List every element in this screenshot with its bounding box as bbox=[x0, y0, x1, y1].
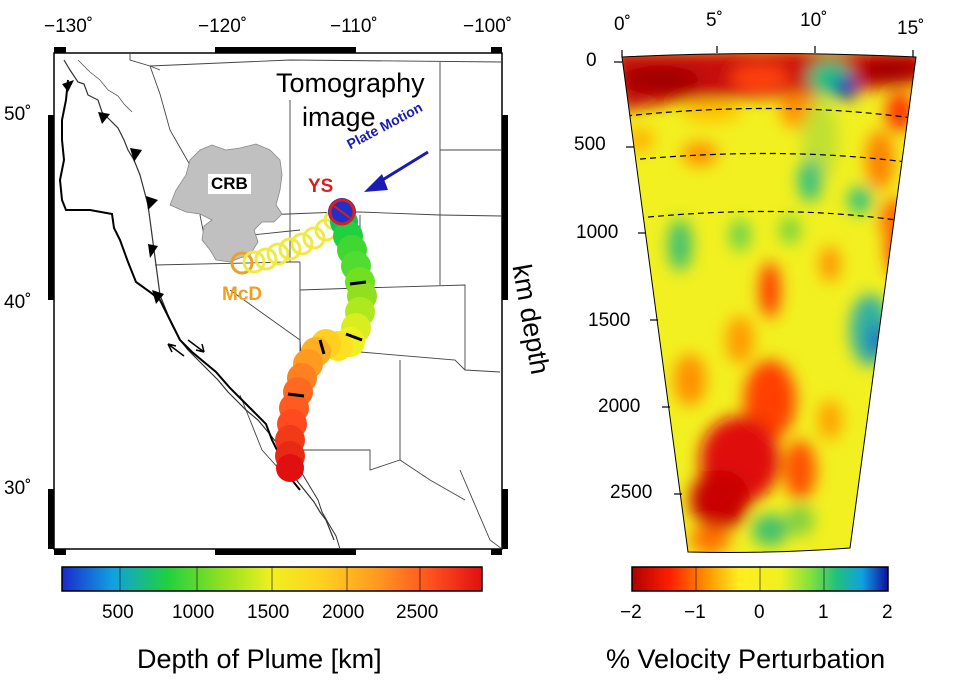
section-top-ticks bbox=[621, 46, 914, 57]
plume-colorbar-tick-1500: 1500 bbox=[247, 602, 290, 623]
depth-tick-2500: 2500 bbox=[610, 482, 653, 503]
mcd-label: McD bbox=[222, 284, 263, 305]
plume-colorbar-tick-500: 500 bbox=[102, 602, 134, 623]
section-top-tick-0: 0˚ bbox=[614, 14, 631, 35]
tomography-label: Tomography bbox=[276, 68, 425, 98]
depth-tick-1000: 1000 bbox=[576, 222, 619, 243]
lon-tick-120: −120˚ bbox=[198, 16, 248, 37]
subduction-teeth bbox=[62, 80, 164, 304]
baja-coast bbox=[299, 469, 341, 549]
depth-tick-2000: 2000 bbox=[598, 396, 641, 417]
depth-tick-1500: 1500 bbox=[588, 310, 631, 331]
velocity-colorbar-tick-neg1: −1 bbox=[684, 602, 706, 623]
crb-label: CRB bbox=[208, 174, 251, 194]
lat-tick-50: 50˚ bbox=[4, 104, 32, 125]
plume-colorbar-tick-1000: 1000 bbox=[172, 602, 215, 623]
lon-tick-100: −100˚ bbox=[463, 16, 513, 37]
section-top-tick-10: 10˚ bbox=[800, 10, 828, 31]
lon-tick-130: −130˚ bbox=[44, 16, 94, 37]
plume-colorbar-title: Depth of Plume [km] bbox=[137, 644, 382, 674]
velocity-colorbar-ticks bbox=[695, 567, 825, 591]
lat-tick-30: 30˚ bbox=[4, 478, 32, 499]
lat-tick-40: 40˚ bbox=[4, 292, 32, 313]
discontinuity-lines bbox=[625, 107, 913, 221]
transform-arrows bbox=[167, 339, 205, 357]
plate-motion-arrow bbox=[364, 150, 429, 192]
plume-colorbar-ticks bbox=[119, 567, 421, 591]
velocity-colorbar-tick-0: 0 bbox=[754, 602, 765, 623]
depth-tick-500: 500 bbox=[574, 134, 606, 155]
velocity-colorbar-tick-1: 1 bbox=[818, 602, 829, 623]
section-depth-ticks bbox=[614, 61, 682, 495]
crb-region bbox=[169, 143, 283, 263]
tomography-label-line2: image bbox=[302, 102, 376, 132]
section-top-tick-5: 5˚ bbox=[706, 10, 723, 31]
plume-depth-ticks bbox=[287, 280, 367, 398]
ys-label: YS bbox=[308, 176, 334, 197]
velocity-colorbar-tick-neg2: −2 bbox=[620, 602, 642, 623]
velocity-colorbar-title: % Velocity Perturbation bbox=[606, 644, 886, 674]
lon-tick-110: −110˚ bbox=[330, 16, 378, 37]
section-outline bbox=[621, 53, 917, 553]
map-frame-ticks bbox=[48, 47, 508, 555]
plume-colorbar-tick-2000: 2000 bbox=[322, 602, 365, 623]
canada-coast-detail bbox=[77, 59, 133, 113]
plume-colorbar-tick-2500: 2500 bbox=[396, 602, 439, 623]
section-top-tick-15: 15˚ bbox=[897, 18, 925, 39]
velocity-colorbar-tick-2: 2 bbox=[882, 602, 893, 623]
depth-tick-0: 0 bbox=[586, 50, 597, 71]
